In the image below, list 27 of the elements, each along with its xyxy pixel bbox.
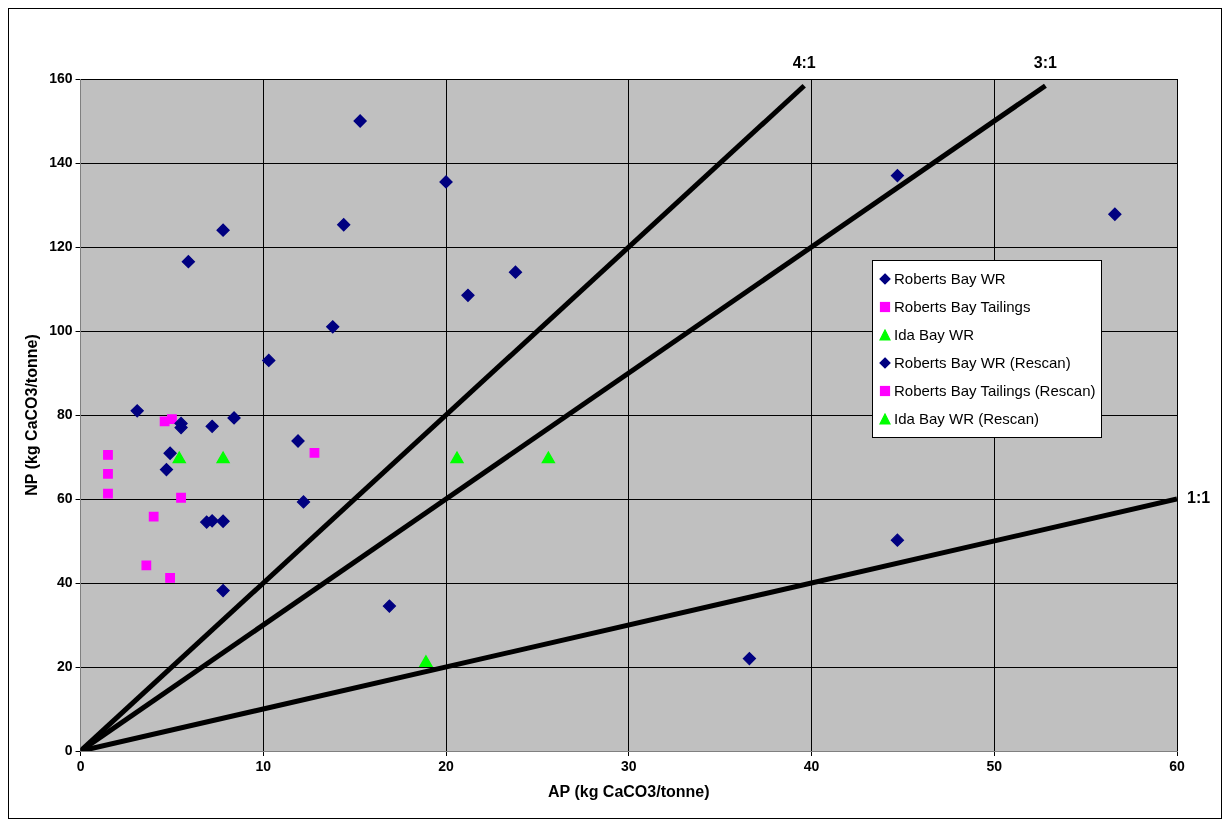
- x-tick-label: 40: [803, 758, 820, 775]
- y-tick-label: 100: [49, 321, 73, 338]
- legend-label: Roberts Bay WR (Rescan): [894, 353, 1071, 373]
- x-tick-label: 10: [255, 758, 272, 775]
- series-label: 4:1: [792, 54, 816, 72]
- legend-label: Roberts Bay Tailings: [894, 297, 1031, 317]
- series-label: 1:1: [1187, 489, 1211, 507]
- x-tick-label: 20: [438, 758, 455, 775]
- x-tick-label: 30: [620, 758, 637, 775]
- x-tick-label: 0: [76, 758, 85, 775]
- y-tick-label: 160: [49, 69, 73, 86]
- series-label: 3:1: [1033, 54, 1058, 72]
- legend-label: Roberts Bay WR: [894, 269, 1006, 289]
- x-tick-label: 60: [1169, 758, 1185, 775]
- y-axis-title: NP (kg CaCO3/tonne): [23, 334, 41, 496]
- y-tick-label: 120: [49, 237, 73, 254]
- y-tick-label: 80: [56, 405, 73, 422]
- x-axis-title: AP (kg CaCO3/tonne): [548, 782, 710, 800]
- y-tick-label: 0: [64, 741, 73, 758]
- legend-label: Ida Bay WR (Rescan): [894, 409, 1040, 429]
- y-tick-label: 40: [56, 573, 73, 590]
- y-tick-label: 60: [56, 489, 73, 506]
- y-tick-label: 140: [49, 153, 73, 170]
- legend-label: Ida Bay WR: [894, 325, 975, 345]
- legend-label: Roberts Bay Tailings (Rescan): [894, 381, 1096, 401]
- x-tick-label: 50: [986, 758, 1003, 775]
- y-tick-label: 20: [56, 657, 73, 674]
